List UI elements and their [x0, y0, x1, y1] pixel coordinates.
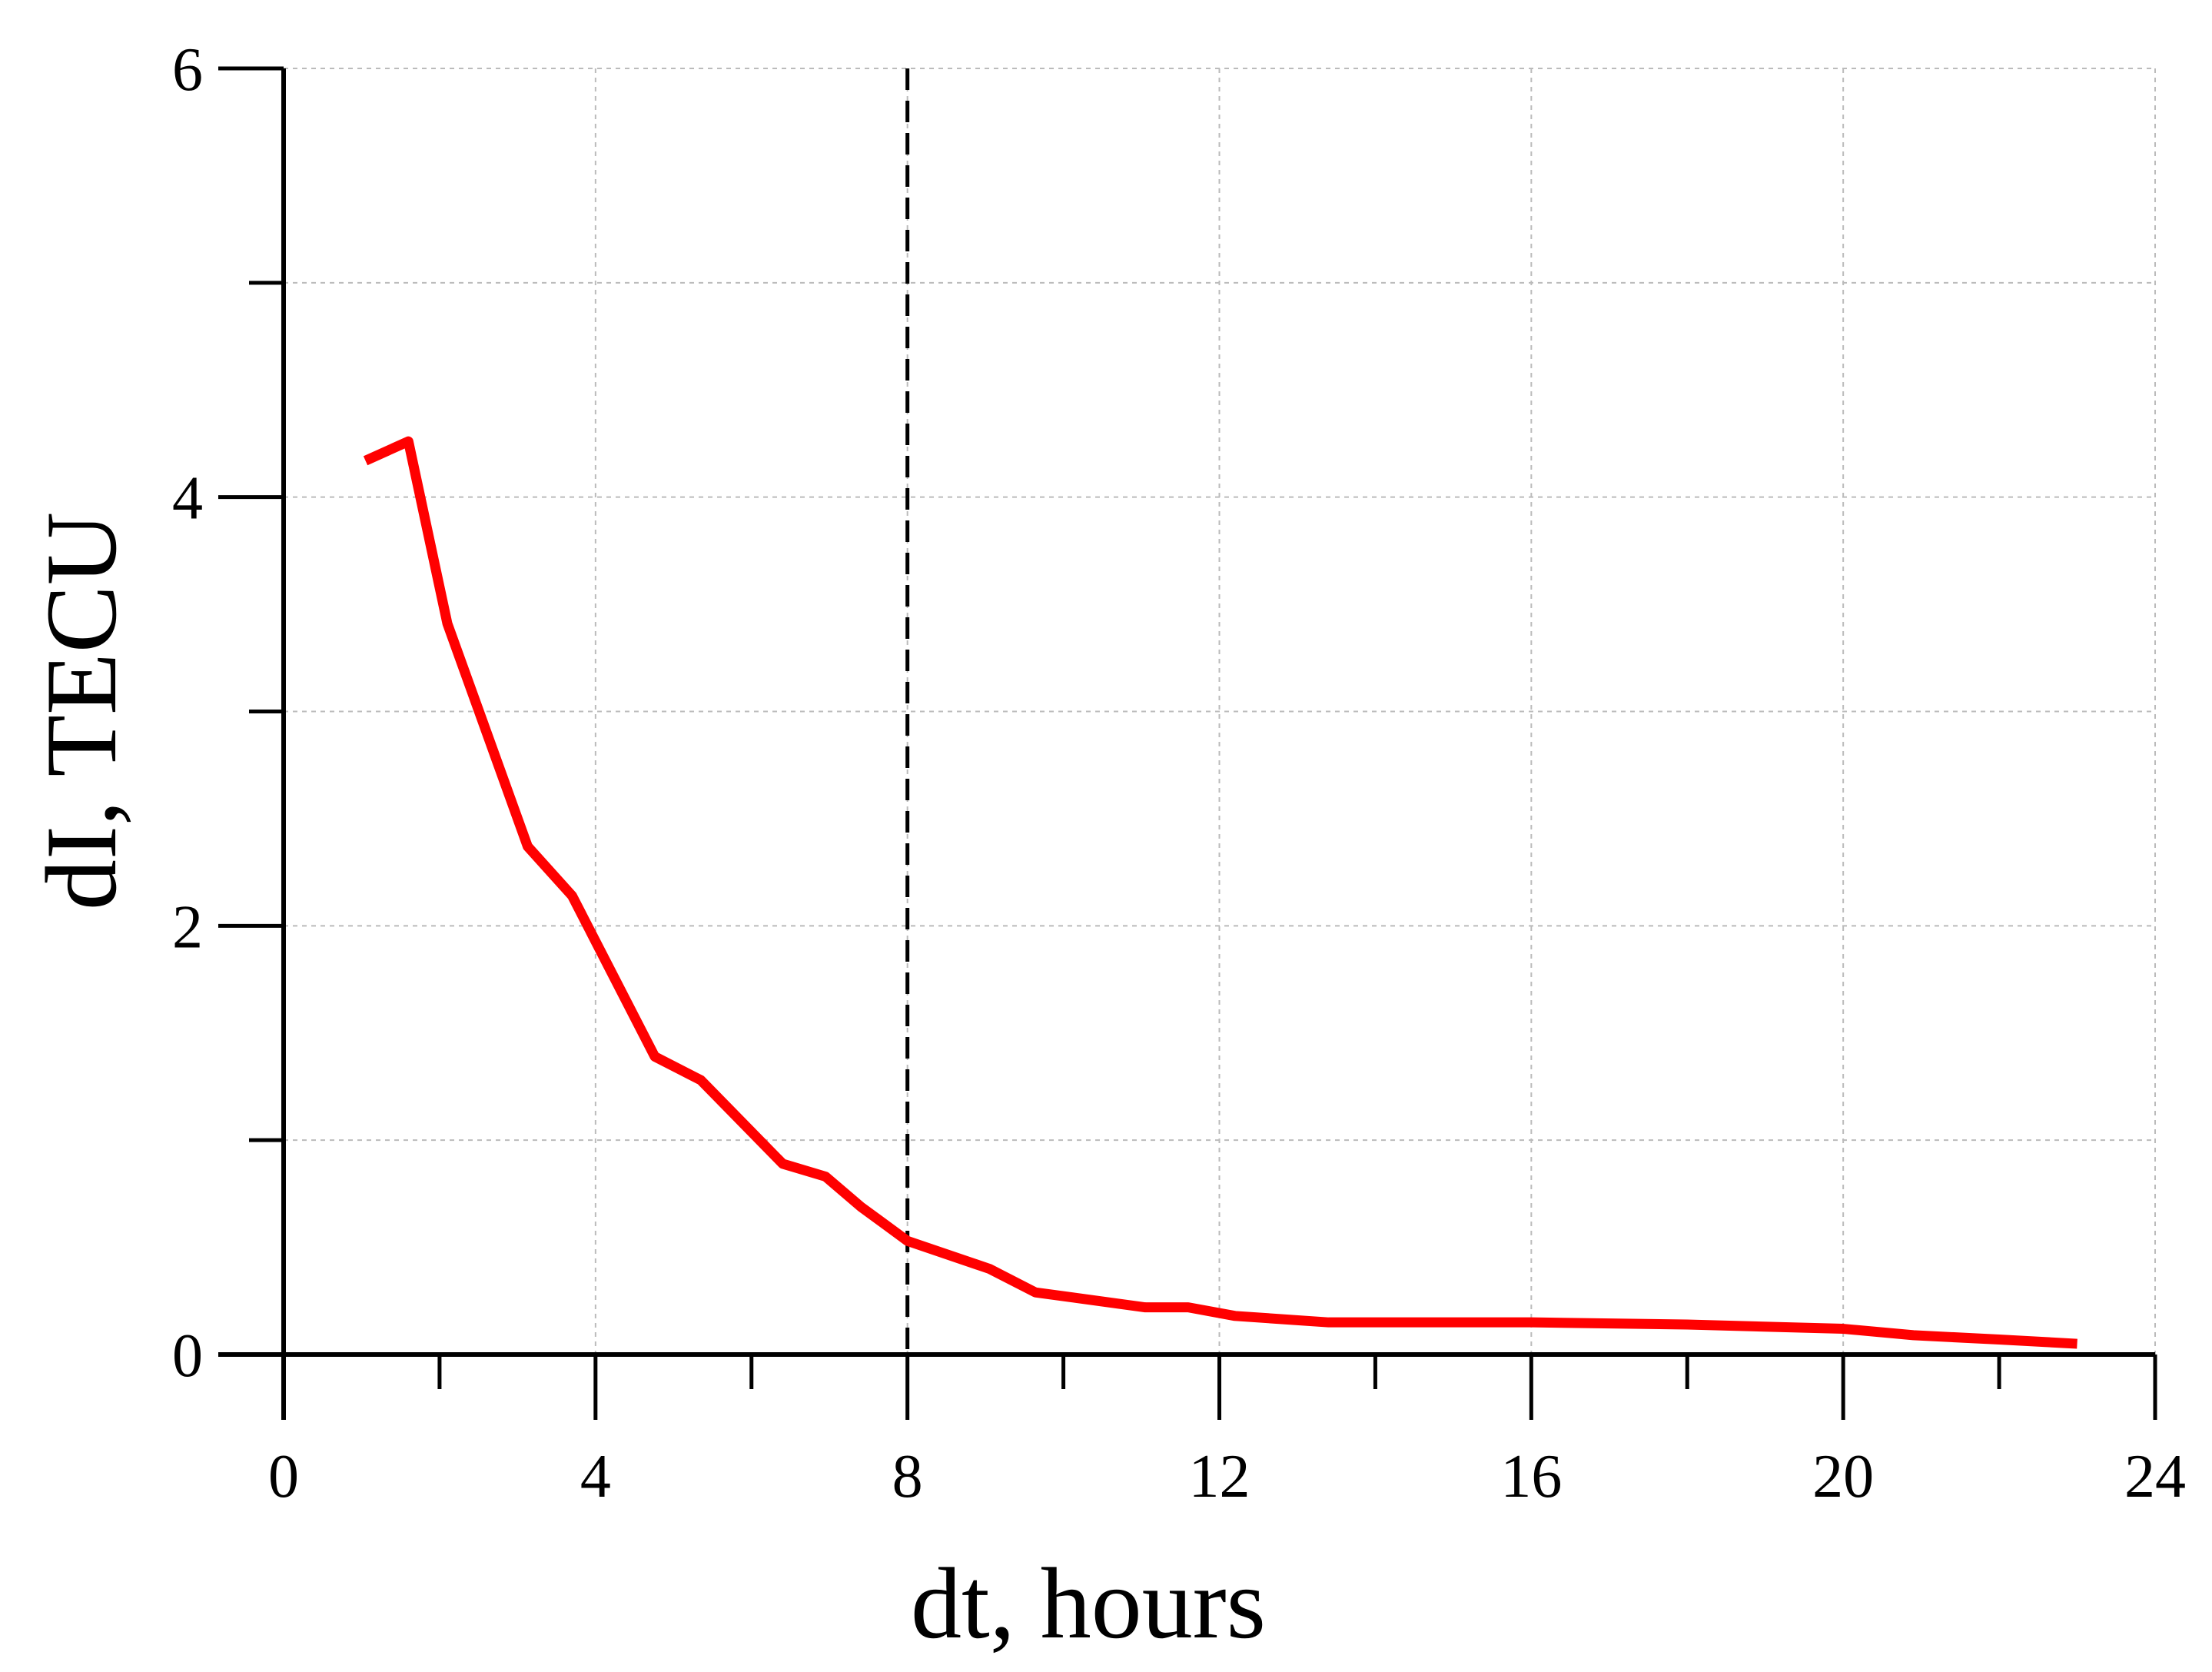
- x-tick-label: 0: [268, 1443, 299, 1511]
- x-tick-label: 20: [1812, 1443, 1874, 1511]
- x-tick-label: 8: [892, 1443, 923, 1511]
- x-tick-label: 4: [580, 1443, 611, 1511]
- data-line: [363, 436, 2077, 1349]
- x-tick-label: 12: [1189, 1443, 1250, 1511]
- y-tick-label: 0: [172, 1322, 203, 1390]
- y-tick-label: 4: [172, 465, 203, 533]
- x-axis-label: dt, hours: [911, 1547, 1266, 1660]
- y-axis-label: dI, TECU: [25, 512, 138, 910]
- y-tick-label: 2: [172, 893, 203, 961]
- x-tick-label: 16: [1500, 1443, 1562, 1511]
- y-tick-label: 6: [172, 36, 203, 104]
- x-tick-label: 24: [2124, 1443, 2186, 1511]
